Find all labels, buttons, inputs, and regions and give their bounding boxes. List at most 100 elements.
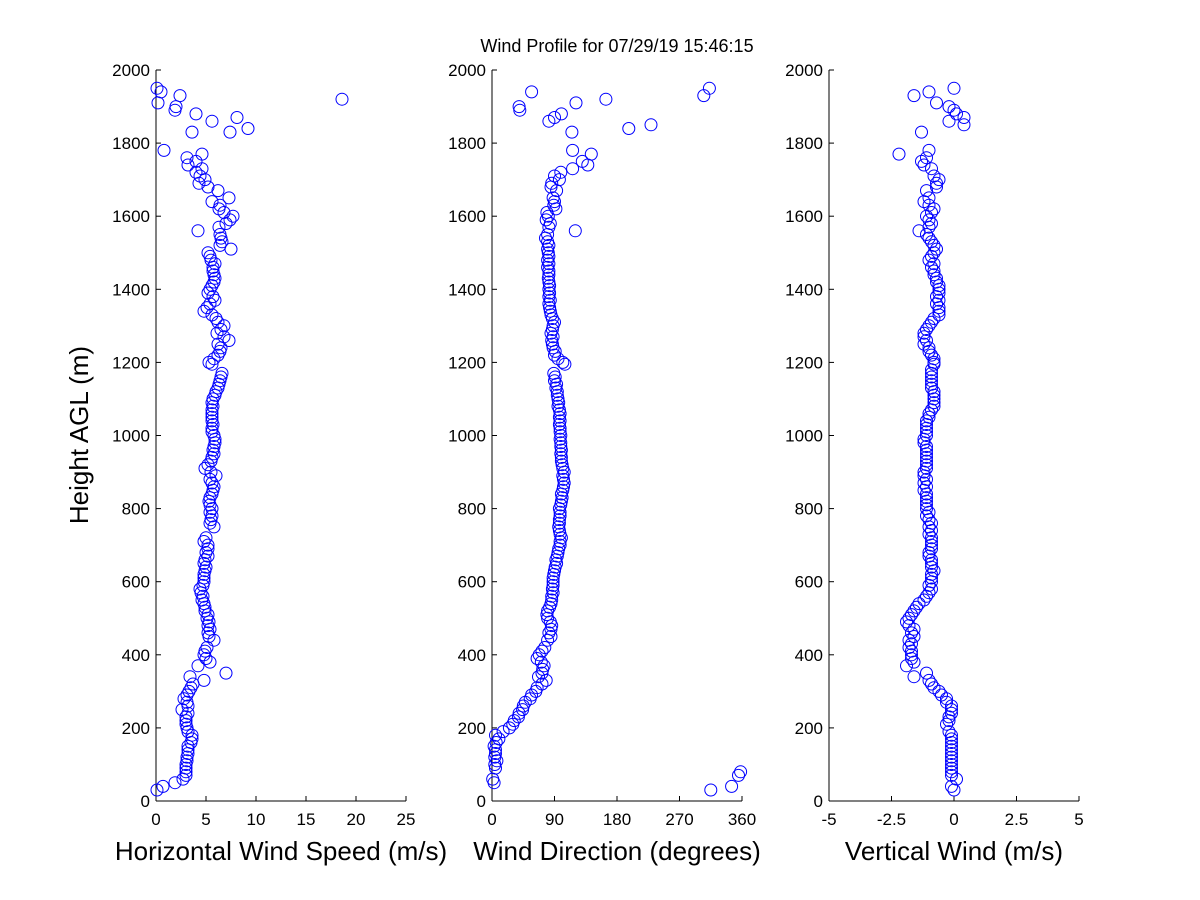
data-point [199, 546, 213, 559]
data-point [940, 717, 953, 731]
data-point [545, 593, 559, 607]
data-point [201, 542, 215, 556]
data-point [205, 407, 219, 421]
data-point [922, 85, 936, 99]
data-point [930, 96, 943, 110]
data-point [552, 516, 566, 530]
data-point [920, 334, 933, 347]
data-point [920, 418, 933, 431]
data-point [226, 209, 240, 223]
data-point [927, 268, 941, 282]
data-point [920, 491, 933, 505]
y-tick-label: 1200 [448, 353, 486, 372]
data-point [920, 425, 933, 439]
data-point [920, 472, 933, 486]
data-point [205, 114, 219, 128]
data-point [932, 684, 946, 698]
data-point [957, 111, 971, 124]
y-tick-label: 600 [795, 573, 823, 592]
data-point [179, 765, 193, 779]
data-point [922, 410, 936, 424]
x-tick-label: 180 [603, 810, 631, 829]
data-point [927, 352, 941, 366]
data-point [151, 96, 165, 110]
y-tick-label: 800 [795, 500, 823, 519]
y-tick-label: 1000 [448, 427, 486, 446]
data-point [197, 535, 211, 548]
y-tick-label: 2000 [448, 61, 486, 80]
data-point [335, 92, 349, 106]
data-point [496, 725, 510, 739]
data-point [599, 92, 613, 106]
data-point [183, 670, 197, 684]
data-point [905, 626, 918, 640]
data-point [203, 655, 217, 669]
data-point [927, 385, 941, 399]
x-axis-label: Horizontal Wind Speed (m/s) [115, 836, 447, 866]
data-point [927, 564, 941, 578]
data-point [213, 228, 227, 241]
data-point [907, 604, 921, 618]
data-point [920, 480, 933, 494]
data-point [917, 337, 931, 351]
data-point [199, 560, 213, 574]
data-point [554, 165, 568, 179]
x-tick-label: 10 [247, 810, 266, 829]
data-point [487, 739, 501, 753]
y-tick-label: 0 [141, 792, 150, 811]
data-point [179, 768, 193, 782]
data-point [208, 293, 222, 307]
data-point [622, 122, 636, 135]
data-point [207, 520, 221, 534]
data-point [732, 768, 745, 782]
data-point [922, 319, 936, 333]
data-point [907, 89, 921, 103]
data-point [927, 396, 941, 410]
y-tick-label: 1400 [112, 280, 150, 299]
data-point [945, 706, 958, 720]
data-point [205, 425, 219, 439]
panel-vertical-wind: 0 200 400 600 800 1000 1200 1400 1600 1800 2000 -5 -… [785, 61, 1084, 866]
data-point [927, 202, 941, 216]
data-point [930, 297, 943, 311]
y-tick-label: 600 [458, 573, 486, 592]
data-point [932, 279, 946, 293]
data-point [207, 480, 221, 494]
data-point [210, 326, 224, 340]
y-tick-label: 1000 [112, 427, 150, 446]
data-point [945, 739, 958, 753]
data-point [197, 304, 211, 318]
data-point [925, 571, 938, 585]
data-point [179, 710, 193, 724]
data-point [199, 652, 213, 665]
data-point [902, 641, 916, 654]
data-point [900, 659, 913, 673]
data-point [207, 429, 221, 442]
x-tick-label: 90 [545, 810, 564, 829]
data-point [205, 279, 219, 293]
data-point [927, 392, 941, 406]
data-point [945, 758, 958, 771]
data-point [213, 238, 227, 252]
y-tick-label: 400 [458, 646, 486, 665]
data-point [214, 323, 228, 336]
data-point [922, 527, 936, 541]
y-tick-label: 0 [814, 792, 823, 811]
y-axis-label: Height AGL (m) [64, 346, 94, 524]
data-point [150, 81, 164, 95]
data-point [927, 681, 941, 695]
data-point [702, 81, 716, 95]
data-point [704, 783, 718, 797]
data-point [180, 695, 194, 709]
data-point [542, 268, 556, 282]
y-tick-label: 1800 [785, 134, 823, 153]
data-point [205, 450, 219, 464]
data-point [542, 275, 556, 289]
data-point [925, 582, 938, 596]
data-point [488, 758, 502, 771]
data-point [201, 538, 215, 552]
data-point [195, 147, 209, 161]
data-point [945, 747, 958, 760]
data-point [546, 575, 560, 589]
data-point [197, 571, 211, 585]
